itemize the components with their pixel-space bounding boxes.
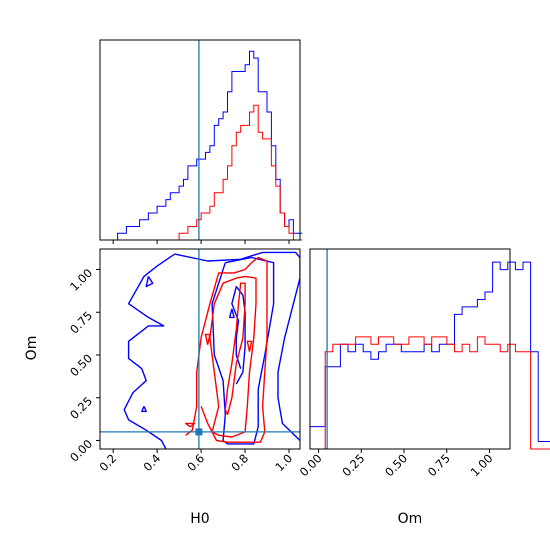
h0-histogram-frame bbox=[99, 39, 301, 241]
om-tick-label-y-1.00: 1.00 bbox=[67, 266, 95, 294]
om-histogram-panel: 0.00 0.25 0.50 0.75 1.00 bbox=[297, 248, 550, 479]
om-tick-label-y-0.00: 0.00 bbox=[67, 437, 95, 465]
om-tick-label-y-0.50: 0.50 bbox=[67, 351, 95, 379]
contour-lines-group bbox=[123, 251, 300, 449]
h0-tick-label-0.8: 0.8 bbox=[228, 451, 251, 474]
h0-om-contour-panel: 0.2 0.4 0.6 0.8 1.0 0.00 0.25 0.50 0.75 1.00 bbox=[67, 248, 301, 474]
red-contour-5 bbox=[246, 340, 253, 352]
contour-panel-frame bbox=[99, 248, 301, 450]
blue-contour-3 bbox=[211, 256, 275, 445]
om-histogram-frame bbox=[309, 248, 511, 450]
red-contour-4 bbox=[204, 333, 211, 345]
red-contour-1 bbox=[185, 256, 268, 443]
blue-contour-6 bbox=[229, 308, 235, 319]
truth-marker bbox=[195, 428, 203, 436]
red-contour-2 bbox=[209, 275, 257, 438]
h0-histogram-panel bbox=[99, 39, 303, 244]
om-tick-label-x-0.50: 0.50 bbox=[382, 451, 410, 479]
om-tick-label-x-0.75: 0.75 bbox=[425, 451, 453, 479]
h0-tick-label-0.4: 0.4 bbox=[140, 451, 163, 474]
red-contour-3 bbox=[224, 282, 246, 416]
h0-tick-label-0.6: 0.6 bbox=[184, 451, 207, 474]
om-tick-label-x-0.25: 0.25 bbox=[339, 451, 367, 479]
red-om-histogram-line bbox=[310, 336, 550, 450]
om-tick-label-y-0.75: 0.75 bbox=[67, 308, 95, 336]
y-axis-label-om: Om bbox=[24, 336, 40, 361]
h0-tick-label-1.0: 1.0 bbox=[272, 451, 295, 474]
blue-contour-7 bbox=[141, 406, 147, 413]
om-tick-label-x-1.00: 1.00 bbox=[468, 451, 496, 479]
blue-om-histogram-line bbox=[309, 261, 550, 449]
blue-contour-1 bbox=[174, 251, 300, 442]
blue-contour-4 bbox=[231, 285, 246, 385]
om-tick-label-x-0.00: 0.00 bbox=[297, 451, 325, 479]
h0-tick-label-0.2: 0.2 bbox=[96, 451, 119, 474]
red-contour-6 bbox=[185, 422, 196, 428]
x-axis-label-om: Om bbox=[398, 511, 423, 527]
blue-contour-5 bbox=[145, 276, 154, 288]
om-tick-label-y-0.25: 0.25 bbox=[67, 394, 95, 422]
blue-contour-2 bbox=[123, 253, 176, 449]
blue-h0-histogram-line bbox=[100, 50, 303, 241]
x-axis-label-h0: H0 bbox=[190, 511, 209, 527]
